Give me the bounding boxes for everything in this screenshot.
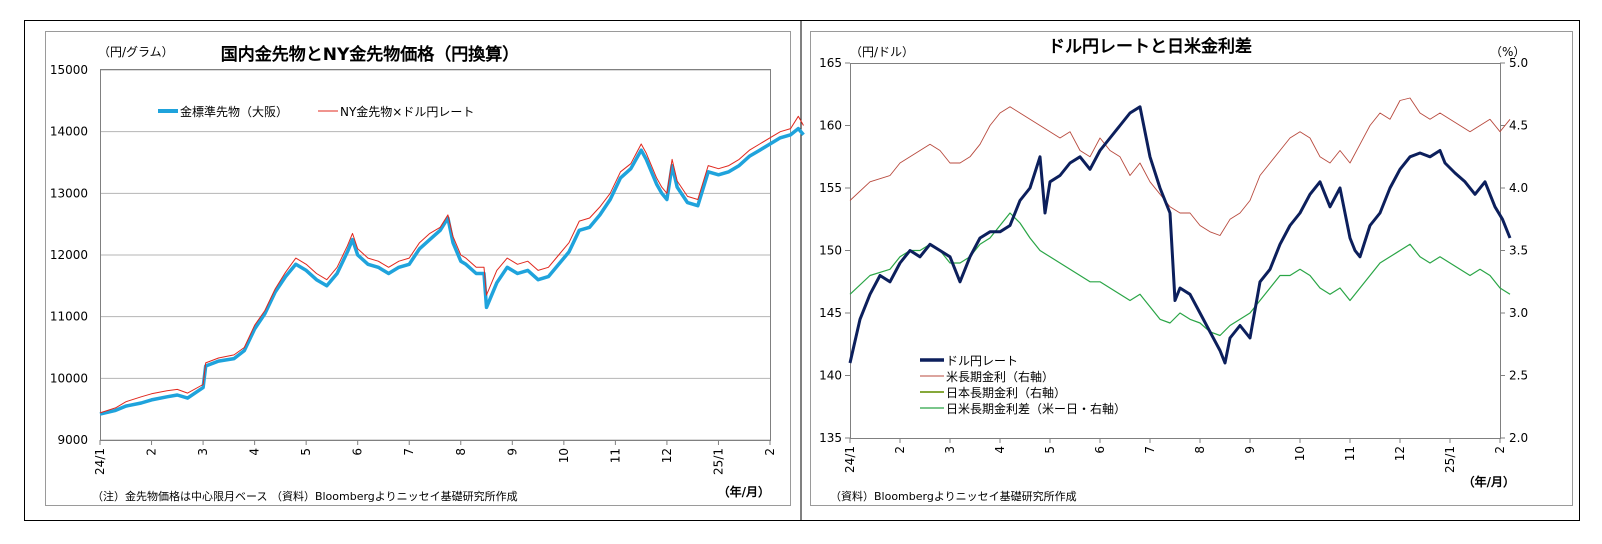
legend-label-us-yield: 米長期金利（右軸）: [946, 369, 1054, 384]
right-y-tick-label: 140: [819, 369, 842, 383]
left-y-tick-label: 14000: [50, 125, 88, 139]
left-x-tick-label: 3: [196, 448, 210, 456]
left-y-tick-label: 12000: [50, 248, 88, 262]
left-footnote: （注）金先物価格は中心限月ベース （資料）Bloombergよりニッセイ基礎研究…: [92, 489, 518, 503]
left-chart-panel: 国内金先物とNY金先物価格（円換算） （円/グラム） 9000 10000 1100…: [45, 31, 805, 506]
left-x-tick-label: 11: [608, 448, 622, 463]
right-x-tick-label: 25/1: [1443, 446, 1457, 473]
left-x-tick-label: 8: [454, 448, 468, 456]
left-chart-area-border: [45, 31, 791, 506]
right-series-line-1: [849, 97, 1511, 236]
left-x-tick-label: 24/1: [93, 448, 107, 475]
right-x-tick-label: 10: [1293, 446, 1307, 461]
right-y-tick-label: 150: [819, 244, 842, 258]
left-x-tick-label: 25/1: [711, 448, 725, 475]
left-x-tick-label: 10: [557, 448, 571, 463]
right-x-tick-label: 2: [893, 446, 907, 454]
left-gridlines: [100, 69, 770, 441]
right-series-line-3: [849, 212, 1511, 337]
left-y-tick-label: 13000: [50, 186, 88, 200]
right-x-tick-label: 8: [1193, 446, 1207, 454]
right-x-tick-label: 2: [1493, 446, 1507, 454]
right-series-line-0: [848, 105, 1512, 365]
left-x-tick-label: 4: [248, 448, 262, 456]
left-x-tick-label: 7: [402, 448, 416, 456]
right-x-tick-label: 9: [1243, 446, 1257, 454]
left-x-tick-label: 6: [351, 448, 365, 456]
left-chart-title: 国内金先物とNY金先物価格（円換算）: [221, 44, 520, 65]
legend-label-gold-jp: 金標準先物（大阪）: [180, 104, 288, 119]
right-x-tick-label: 3: [943, 446, 957, 454]
right-x-tick-label: 4: [993, 446, 1007, 454]
right-x-tick-label: 24/1: [843, 446, 857, 473]
right-y-tick-label: 135: [819, 431, 842, 445]
right-legend: ドル円レート 米長期金利（右軸） 日本長期金利（右軸） 日米長期金利差（米ー日・…: [920, 354, 1126, 416]
right-y-axis-label: （円/ドル）: [850, 45, 914, 59]
right-x-tick-labels: 24/1 2 3 4 5 6 7 8 9 10 11 12 25/1 2: [843, 438, 1507, 473]
right-footnote: （資料）Bloombergよりニッセイ基礎研究所作成: [830, 489, 1077, 503]
left-y-tick-label: 10000: [50, 371, 88, 385]
left-legend: 金標準先物（大阪） NY金先物×ドル円レート: [158, 104, 474, 119]
right-y2-tick-label: 2.0: [1509, 431, 1528, 445]
right-y2-tick-label: 3.5: [1509, 244, 1528, 258]
left-series-lines: [99, 115, 805, 416]
right-series-lines: [848, 97, 1512, 365]
right-y2-tick-labels: 2.0 2.5 3.0 3.5 4.0 4.5 5.0: [1500, 56, 1528, 445]
left-y-tick-label: 15000: [50, 63, 88, 77]
right-chart-title: ドル円レートと日米金利差: [1048, 36, 1252, 57]
right-y-tick-label: 155: [819, 181, 842, 195]
right-x-tick-label: 5: [1043, 446, 1057, 454]
right-x-tick-label: 12: [1393, 446, 1407, 461]
right-y-tick-label: 160: [819, 119, 842, 133]
right-y2-axis-label: （%）: [1490, 45, 1525, 59]
right-x-tick-label: 11: [1343, 446, 1357, 461]
right-y-tick-labels: 135 140 145 150 155 160 165: [819, 56, 850, 445]
right-y2-tick-label: 2.5: [1509, 369, 1528, 383]
legend-label-usdjpy: ドル円レート: [946, 354, 1018, 368]
left-series-line-1: [99, 115, 804, 414]
left-y-axis-label: （円/グラム）: [98, 45, 174, 59]
left-x-tick-labels: 24/1 2 3 4 5 6 7 8 9 10 11 12 25/1 2: [93, 440, 777, 475]
legend-label-gold-ny: NY金先物×ドル円レート: [340, 104, 474, 119]
right-x-axis-label: （年/月）: [1463, 474, 1515, 489]
outer-frame: [24, 20, 1580, 521]
right-y2-tick-label: 3.0: [1509, 306, 1528, 320]
right-x-tick-label: 7: [1143, 446, 1157, 454]
right-y2-tick-label: 4.5: [1509, 119, 1528, 133]
legend-label-spread: 日米長期金利差（米ー日・右軸）: [946, 401, 1126, 416]
left-x-tick-label: 2: [763, 448, 777, 456]
right-chart-area-border: [810, 31, 1573, 506]
right-y-tick-label: 145: [819, 306, 842, 320]
right-y-tick-label: 165: [819, 56, 842, 70]
right-y2-tick-label: 5.0: [1509, 56, 1528, 70]
right-x-tick-label: 6: [1093, 446, 1107, 454]
legend-label-jp-yield: 日本長期金利（右軸）: [946, 385, 1066, 400]
left-y-tick-label: 9000: [57, 433, 88, 447]
left-plot-area: [100, 69, 771, 441]
right-chart-panel: ドル円レートと日米金利差 （円/ドル） （%） 1351401451501551…: [810, 31, 1573, 506]
left-x-axis-label: （年/月）: [718, 484, 770, 499]
left-x-tick-label: 2: [145, 448, 159, 456]
left-y-tick-labels: 9000 10000 11000 12000 13000 14000 15000: [50, 63, 88, 447]
right-y2-tick-label: 4.0: [1509, 181, 1528, 195]
left-x-tick-label: 5: [299, 448, 313, 456]
left-x-tick-label: 9: [505, 448, 519, 456]
left-y-tick-label: 11000: [50, 310, 88, 324]
left-series-line-0: [99, 126, 805, 416]
left-x-tick-label: 12: [660, 448, 674, 463]
